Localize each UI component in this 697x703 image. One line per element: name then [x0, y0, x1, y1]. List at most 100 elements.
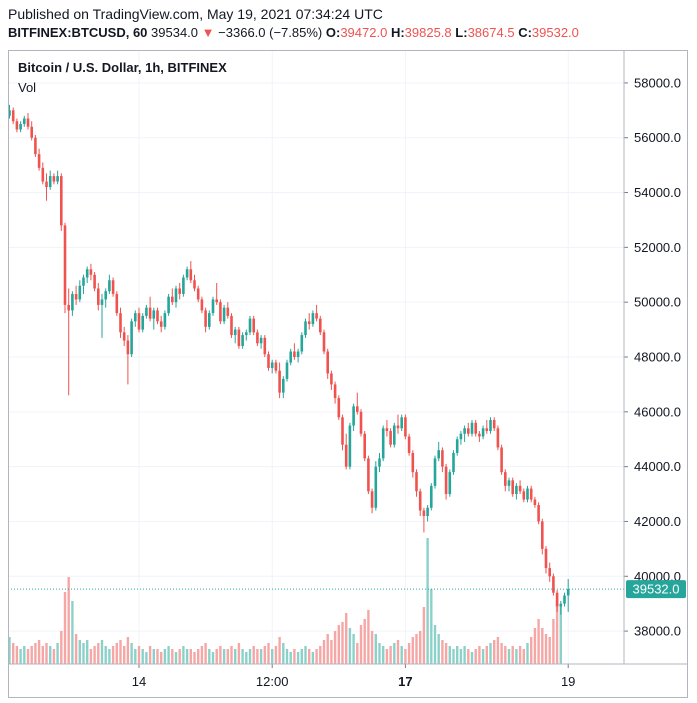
- volume-bar: [493, 640, 496, 664]
- candle-body: [285, 362, 289, 379]
- candle-body: [15, 121, 19, 130]
- candle-body: [74, 293, 78, 300]
- last-price-badge: [626, 580, 686, 599]
- x-tick-label: 14: [132, 674, 146, 689]
- candle-body: [455, 439, 459, 453]
- volume-bar: [241, 649, 244, 664]
- volume-bar: [137, 646, 141, 664]
- volume-bar: [160, 652, 163, 664]
- grid-layer: [8, 50, 624, 664]
- candle-body: [89, 269, 93, 275]
- candle-layer: [8, 104, 570, 615]
- candle-body: [552, 576, 555, 593]
- volume-bar: [367, 610, 370, 664]
- candle-body: [367, 458, 370, 492]
- volume-bar: [278, 637, 281, 664]
- volume-bar: [441, 640, 444, 664]
- y-tick-label: 46000.0: [634, 404, 681, 419]
- low-value: 38674.5: [467, 25, 515, 40]
- volume-bar: [193, 652, 196, 664]
- candle-body: [559, 603, 563, 607]
- candle-body: [341, 417, 344, 445]
- volume-bar: [389, 646, 392, 664]
- candle-body: [119, 313, 122, 333]
- volume-bar: [15, 646, 19, 664]
- candle-body: [259, 337, 263, 344]
- candle-body: [529, 488, 533, 500]
- volume-bar: [156, 649, 159, 664]
- candle-body: [393, 425, 396, 445]
- candle-body: [370, 491, 374, 508]
- volume-bar: [252, 646, 255, 664]
- low-label: L:: [455, 25, 468, 40]
- volume-legend-label: Vol: [18, 80, 37, 95]
- candle-body: [478, 433, 481, 437]
- y-tick-label: 56000.0: [634, 130, 681, 145]
- candle-body: [200, 299, 204, 311]
- volume-bar: [82, 643, 85, 664]
- volume-bar: [382, 646, 385, 664]
- candle-body: [230, 315, 233, 336]
- volume-bar: [211, 652, 215, 664]
- volume-bar: [71, 601, 74, 664]
- candle-body: [263, 337, 267, 355]
- volume-bar: [37, 640, 41, 664]
- candle-body: [411, 452, 415, 473]
- chart-area[interactable]: 38000.0 40000.0 42000.0 44000.0 46000.0 48000…: [8, 50, 688, 698]
- volume-layer: [8, 538, 562, 664]
- volume-bar: [433, 625, 437, 664]
- volume-bar: [97, 643, 100, 664]
- candle-body: [489, 420, 492, 432]
- chart-svg[interactable]: 38000.0 40000.0 42000.0 44000.0 46000.0 48000…: [8, 50, 688, 698]
- candle-body: [189, 269, 193, 281]
- volume-bar: [515, 649, 518, 664]
- candle-body: [245, 332, 248, 336]
- volume-bar: [308, 649, 311, 664]
- candle-body: [289, 351, 292, 363]
- candle-body: [548, 568, 551, 577]
- volume-bar: [30, 646, 33, 664]
- candle-body: [97, 288, 100, 305]
- volume-bar: [56, 643, 59, 664]
- volume-bar: [319, 646, 322, 664]
- candle-body: [156, 310, 159, 322]
- volume-bar: [134, 649, 137, 664]
- volume-bar: [226, 649, 229, 664]
- published-text: Published on TradingView.com, May 19, 20…: [8, 6, 383, 22]
- price-change: −3366.0 (−7.85%): [218, 25, 323, 40]
- candle-body: [111, 280, 115, 294]
- candle-body: [444, 466, 448, 495]
- volume-bar: [19, 649, 22, 664]
- candle-body: [174, 288, 178, 303]
- candle-body: [145, 307, 148, 316]
- close-label: C:: [518, 25, 532, 40]
- candle-body: [167, 296, 170, 314]
- candle-body: [515, 485, 518, 495]
- last-price: 39534.0: [151, 25, 199, 40]
- volume-bar: [452, 649, 455, 664]
- candle-body: [171, 296, 174, 303]
- candle-body: [233, 329, 237, 336]
- volume-bar: [500, 643, 503, 664]
- open-value: 39472.0: [340, 25, 388, 40]
- volume-bar: [271, 649, 274, 664]
- candle-body: [319, 318, 322, 333]
- candle-body: [282, 378, 285, 393]
- y-tick-label: 52000.0: [634, 240, 681, 255]
- volume-bar: [200, 646, 204, 664]
- candle-body: [448, 472, 452, 495]
- candle-body: [237, 329, 241, 347]
- candle-body: [115, 293, 119, 314]
- volume-bar: [463, 646, 466, 664]
- candle-body: [452, 452, 455, 473]
- candle-body: [270, 362, 274, 368]
- volume-bar: [330, 640, 333, 664]
- candle-body: [30, 126, 33, 138]
- volume-bar: [45, 643, 48, 664]
- candle-body: [522, 491, 526, 500]
- candle-body: [415, 472, 418, 492]
- volume-bar: [489, 643, 492, 664]
- volume-bar: [248, 649, 252, 664]
- volume-bar: [444, 643, 448, 664]
- volume-bar: [533, 628, 537, 664]
